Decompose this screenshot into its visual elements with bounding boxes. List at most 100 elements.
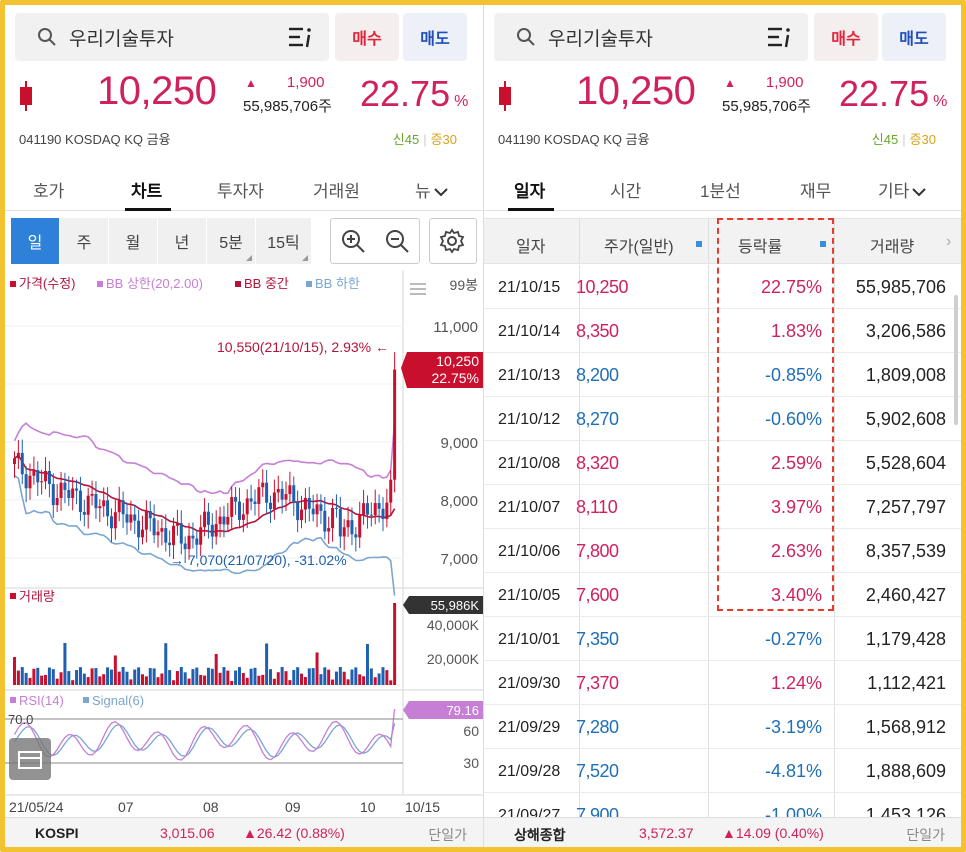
volume-bar	[311, 668, 315, 685]
table-row[interactable]: 21/10/05 7,600 3.40% 2,460,427	[484, 573, 961, 617]
margin-rate: 증30	[430, 132, 457, 147]
current-price: 10,250	[97, 69, 217, 113]
tab-finance[interactable]: 재무	[800, 182, 832, 201]
period-year[interactable]: 년	[158, 218, 207, 264]
col-sep	[579, 265, 580, 308]
volume-bar	[117, 671, 121, 685]
header-price[interactable]: 주가(일반)	[604, 239, 674, 256]
right-tabs: 일자 시간 1분선 재무 기타	[484, 165, 961, 211]
price-change: ▲ 1,900	[245, 74, 324, 91]
header-date[interactable]: 일자	[516, 239, 546, 256]
candle-body	[40, 481, 44, 483]
header-rate[interactable]: 등락률	[738, 239, 783, 256]
chart-menu-icon[interactable]	[410, 283, 426, 295]
screen-toggle-icon[interactable]	[9, 738, 51, 780]
candle-body	[292, 485, 296, 503]
trade-volume: 55,985,706주	[243, 98, 332, 115]
period-month[interactable]: 월	[109, 218, 158, 264]
stock-code-market: 041190 KOSDAQ KQ 금융	[19, 132, 171, 147]
sort-indicator-icon	[696, 241, 702, 247]
volume-bar	[334, 671, 338, 685]
candle-body	[237, 501, 241, 520]
volume-current: 55,986K	[431, 598, 480, 613]
stock-menu-icon[interactable]	[287, 25, 315, 49]
sell-button[interactable]: 매도	[403, 13, 467, 61]
volume-bar	[133, 669, 137, 685]
legend-bb-lower: BB 하한	[315, 276, 360, 291]
volume-bar	[98, 676, 102, 685]
candle-body	[152, 518, 156, 536]
candle-body	[168, 542, 172, 546]
volume-bar	[28, 677, 32, 685]
buy-button[interactable]: 매수	[814, 13, 878, 61]
header-volume[interactable]: 거래량	[870, 239, 915, 256]
period-day[interactable]: 일	[11, 218, 60, 264]
sell-button[interactable]: 매도	[882, 13, 946, 61]
table-row[interactable]: 21/09/28 7,520 -4.81% 1,888,609	[484, 749, 961, 793]
change-value: 1,900	[286, 74, 325, 91]
candle-body	[71, 488, 75, 499]
candle-body	[94, 493, 98, 509]
y-label-9000: 9,000	[440, 435, 478, 452]
candle-body	[183, 543, 187, 550]
candle-body	[137, 520, 141, 538]
cell-price: 8,270	[576, 409, 619, 429]
table-row[interactable]: 21/09/29 7,280 -3.19% 1,568,912	[484, 705, 961, 749]
table-row[interactable]: 21/10/07 8,110 3.97% 7,257,797	[484, 485, 961, 529]
volume-bar	[269, 669, 272, 685]
tab-chart[interactable]: 차트	[131, 182, 163, 201]
candle-body	[32, 470, 36, 476]
cell-rate: -4.81%	[764, 761, 822, 781]
search-input[interactable]: 우리기술투자	[494, 13, 808, 61]
tab-investor[interactable]: 투자자	[217, 182, 264, 201]
volume-bar	[40, 675, 44, 685]
current-price-tag: 10,250 22.75%	[401, 352, 483, 388]
tab-etc[interactable]: 기타	[878, 177, 927, 202]
volume-bar	[191, 669, 195, 685]
candle-body	[75, 488, 79, 491]
candle-body	[210, 524, 214, 537]
cell-volume: 1,179,428	[865, 629, 946, 649]
tab-news[interactable]: 뉴	[415, 177, 449, 202]
table-row[interactable]: 21/10/06 7,800 2.63% 8,357,539	[484, 529, 961, 573]
table-row[interactable]: 21/10/13 8,200 -0.85% 1,809,008	[484, 353, 961, 397]
tab-orderbook[interactable]: 호가	[33, 182, 65, 201]
search-input[interactable]: 우리기술투자	[15, 13, 329, 61]
credit-info: 신45 | 증30	[393, 129, 457, 148]
table-row[interactable]: 21/10/01 7,350 -0.27% 1,179,428	[484, 617, 961, 661]
tab-daily[interactable]: 일자	[514, 182, 546, 201]
volume-bar	[67, 671, 71, 685]
buy-button[interactable]: 매수	[335, 13, 399, 61]
zoom-out-button[interactable]	[375, 219, 419, 263]
cell-rate: 1.24%	[770, 673, 822, 693]
period-15tick[interactable]: 15틱	[256, 218, 312, 264]
chart-settings-button[interactable]	[429, 218, 477, 264]
candle-body	[82, 511, 86, 515]
tab-time[interactable]: 시간	[610, 182, 642, 201]
table-row[interactable]: 21/10/15 10,250 22.75% 55,985,706	[484, 265, 961, 309]
table-row[interactable]: 21/10/08 8,320 2.59% 5,528,604	[484, 441, 961, 485]
volume-bar	[241, 672, 245, 685]
price-chart[interactable]: 가격(수정) BB 상한(20,2.00) BB 중간 BB 하한 99봉 11…	[5, 270, 483, 820]
scrollbar[interactable]	[954, 295, 958, 425]
index-change: ▲26.42 (0.88%)	[243, 825, 345, 841]
stock-menu-icon[interactable]	[766, 25, 794, 49]
candle-body	[175, 523, 179, 526]
candle-body	[234, 497, 238, 502]
index-ticker[interactable]: 상해종합 3,572.37 ▲14.09 (0.40%) 단일가	[484, 817, 961, 847]
current-price: 10,250	[576, 69, 696, 113]
settings-button[interactable]	[430, 219, 474, 263]
chevron-right-icon[interactable]: ›	[946, 233, 952, 250]
candle-body	[346, 520, 350, 528]
zoom-in-button[interactable]	[331, 219, 375, 263]
table-row[interactable]: 21/10/14 8,350 1.83% 3,206,586	[484, 309, 961, 353]
table-row[interactable]: 21/10/12 8,270 -0.60% 5,902,608	[484, 397, 961, 441]
tab-broker[interactable]: 거래원	[313, 182, 360, 201]
period-5min[interactable]: 5분	[207, 218, 256, 264]
period-week[interactable]: 주	[60, 218, 109, 264]
index-ticker[interactable]: KOSPI 3,015.06 ▲26.42 (0.88%) 단일가	[5, 817, 483, 847]
x-label-0524: 21/05/24	[9, 799, 64, 815]
table-row[interactable]: 21/09/30 7,370 1.24% 1,112,421	[484, 661, 961, 705]
tab-minute[interactable]: 1분선	[700, 182, 741, 201]
search-text: 우리기술투자	[69, 28, 174, 50]
